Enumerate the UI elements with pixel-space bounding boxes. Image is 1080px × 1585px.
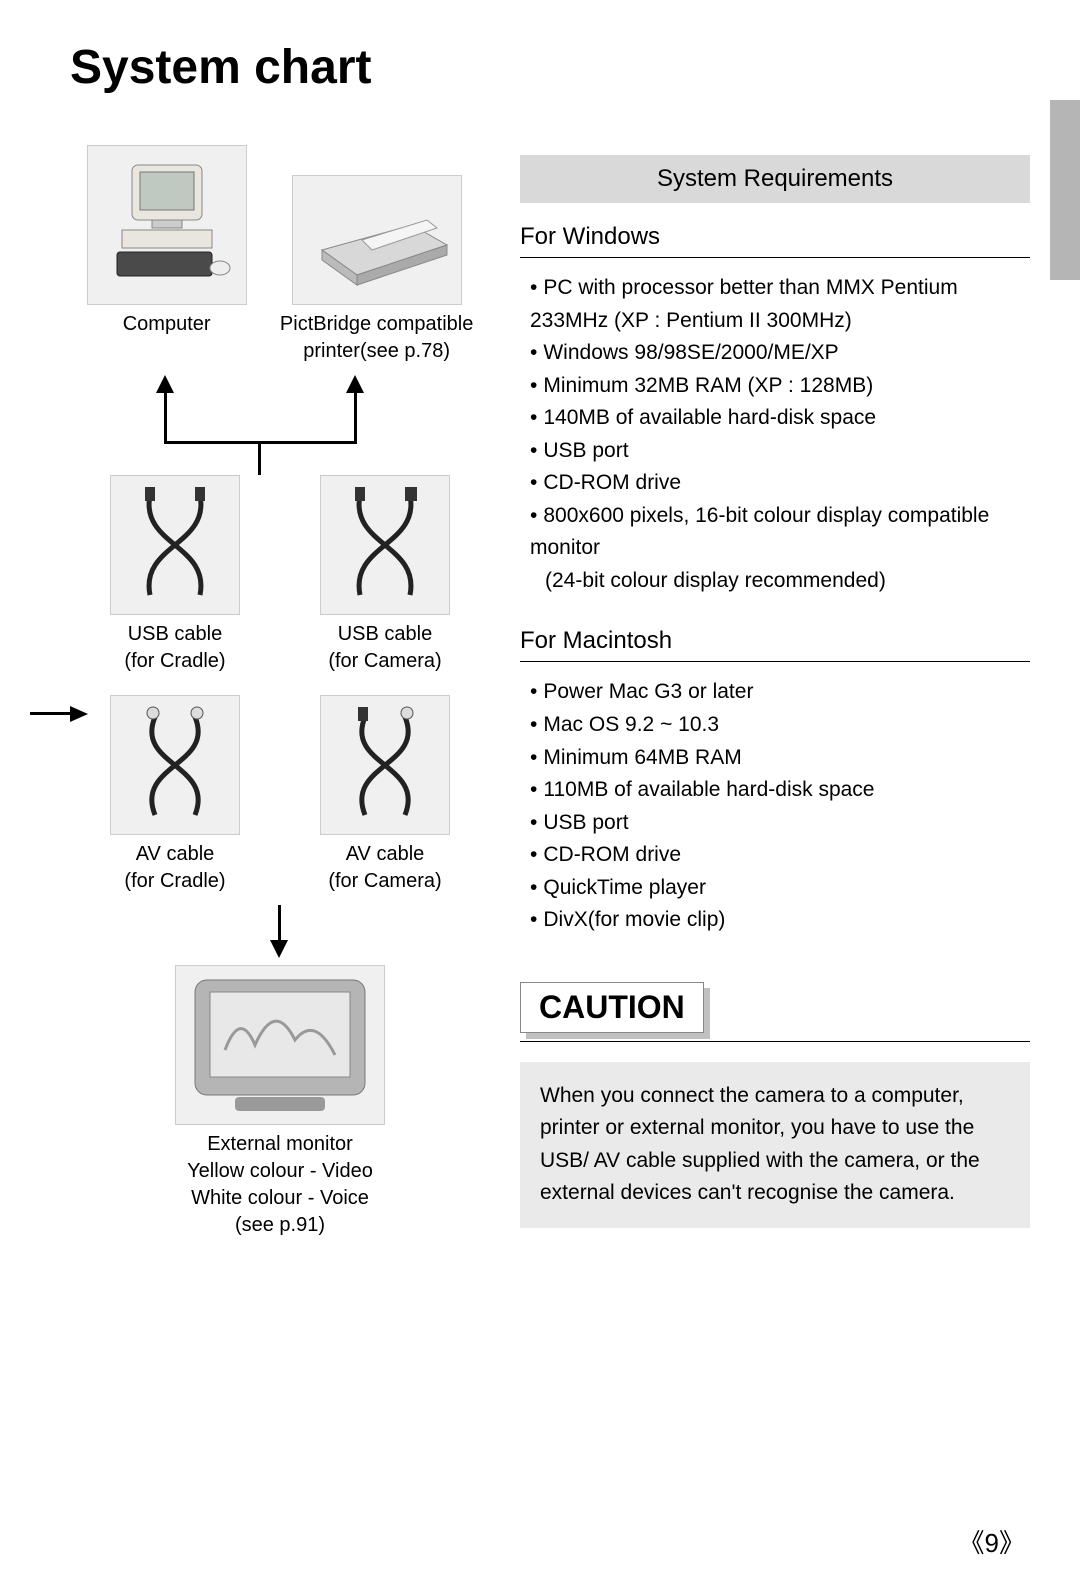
cable-icon [320,695,450,835]
main-content: Computer PictBridge compatible printer(s… [70,125,1030,1239]
list-item: 800x600 pixels, 16-bit colour display co… [530,500,1030,598]
mac-section-title: For Macintosh [520,627,1030,662]
requirements-header: System Requirements [520,155,1030,203]
computer-icon [87,145,247,305]
monitor-icon [175,965,385,1125]
list-item: Power Mac G3 or later [530,676,1030,709]
av-cable-cradle: AV cable (for Cradle) [110,695,240,895]
caution-title: CAUTION [539,989,685,1025]
page-number: 《9》 [959,1523,1026,1560]
list-item: Minimum 64MB RAM [530,742,1030,775]
computer-item: Computer [87,145,247,338]
windows-section-title: For Windows [520,223,1030,258]
page-title: System chart [70,40,1030,95]
list-item: 140MB of available hard-disk space [530,402,1030,435]
connector-bottom [70,895,490,965]
list-item: DivX(for movie clip) [530,904,1030,937]
list-item: Windows 98/98SE/2000/ME/XP [530,337,1030,370]
list-item: PC with processor better than MMX Pentiu… [530,272,1030,337]
caution-body: When you connect the camera to a compute… [520,1062,1030,1228]
av-cable-camera: AV cable (for Camera) [320,695,450,895]
list-item: 110MB of available hard-disk space [530,774,1030,807]
list-item: QuickTime player [530,872,1030,905]
diagram-column: Computer PictBridge compatible printer(s… [70,125,490,1239]
arrow-into-cables [30,705,88,723]
list-item: USB port [530,807,1030,840]
list-item: Mac OS 9.2 ~ 10.3 [530,709,1030,742]
list-item: USB port [530,435,1030,468]
printer-icon [292,175,462,305]
cable-icon [110,695,240,835]
list-item: CD-ROM drive [530,839,1030,872]
computer-label: Computer [123,311,211,338]
requirements-column: System Requirements For Windows PC with … [520,125,1030,1239]
mac-list: Power Mac G3 or later Mac OS 9.2 ~ 10.3 … [520,676,1030,936]
usb-cable-camera: USB cable (for Camera) [320,475,450,675]
usb-cable-cradle: USB cable (for Cradle) [110,475,240,675]
printer-label: PictBridge compatible printer(see p.78) [280,311,473,365]
side-tab [1050,100,1080,280]
printer-item: PictBridge compatible printer(see p.78) [280,145,473,365]
cable-icon [320,475,450,615]
connector-top [70,375,490,475]
caution-section: CAUTION When you connect the camera to a… [520,982,1030,1228]
external-monitor-item: External monitor Yellow colour - Video W… [175,965,385,1239]
cable-icon [110,475,240,615]
list-item: CD-ROM drive [530,467,1030,500]
windows-list: PC with processor better than MMX Pentiu… [520,272,1030,597]
list-item: Minimum 32MB RAM (XP : 128MB) [530,370,1030,403]
